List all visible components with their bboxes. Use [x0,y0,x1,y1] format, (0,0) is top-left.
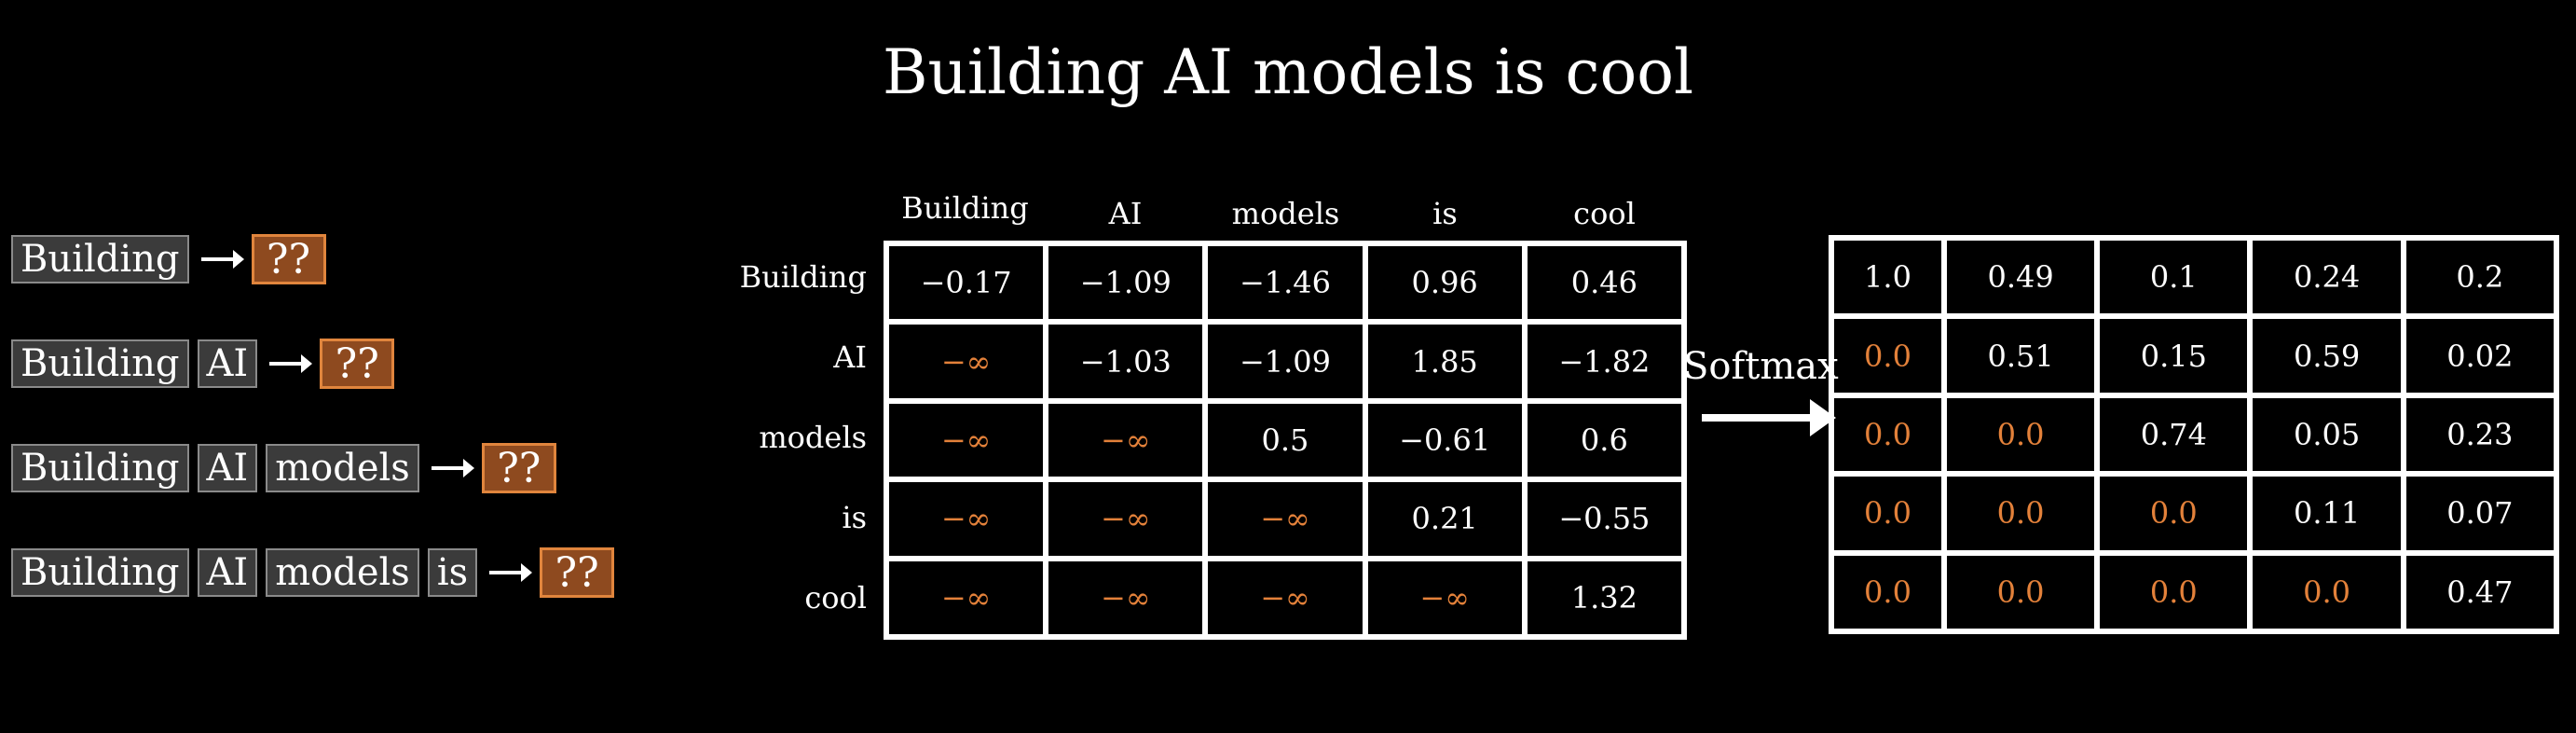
prob-cell: 0.2 [2400,234,2560,320]
prob-cell: 0.0 [1940,471,2101,556]
prob-cell: 0.49 [1940,234,2101,320]
score-cell: −∞ [1362,555,1528,641]
score-cell: 1.85 [1362,319,1528,404]
arrow-icon [1702,399,1836,436]
token: models [266,444,419,492]
score-cell: −1.82 [1521,319,1688,404]
score-cell: −∞ [1043,555,1209,641]
diagram-title: Building AI models is cool [882,36,1694,108]
arrow-icon [269,354,313,373]
score-cell: −0.61 [1362,397,1528,483]
score-cell: 0.96 [1362,240,1528,325]
score-cell: 0.21 [1362,477,1528,561]
token: Building [11,339,189,388]
column-label: cool [1573,196,1636,231]
prob-cell: 0.0 [1940,392,2101,477]
prob-cell: 0.0 [2094,471,2254,556]
target-token: ?? [320,339,395,389]
prob-cell: 0.11 [2247,471,2406,556]
score-cell: −∞ [883,555,1049,641]
column-label: AI [1108,196,1143,231]
row-label: Building [739,259,867,295]
token: AI [197,548,258,597]
softmax-label: Softmax [1683,345,1839,388]
prob-cell: 0.15 [2094,313,2254,398]
score-cell: 0.46 [1521,240,1688,325]
score-cell: −∞ [1202,555,1368,641]
row-label: is [842,500,867,535]
score-cell: −∞ [1043,397,1209,483]
token: AI [197,339,258,388]
score-cell: −1.46 [1202,240,1368,325]
row-label: models [759,420,867,455]
prob-cell: 0.0 [1829,392,1947,477]
score-cell: 0.5 [1202,397,1368,483]
sequence-2: Building AI ?? [11,336,395,392]
prob-cell: 0.0 [1940,549,2101,635]
prob-cell: 0.47 [2400,549,2560,635]
token: is [427,548,478,597]
prob-cell: 0.02 [2400,313,2560,398]
score-cell: −∞ [1043,477,1209,561]
prob-cell: 0.0 [2094,549,2254,635]
prob-cell: 0.0 [1829,549,1947,635]
prob-cell: 0.74 [2094,392,2254,477]
prob-cell: 0.1 [2094,234,2254,320]
row-label: cool [804,580,867,615]
sequence-3: Building AI models ?? [11,440,556,496]
score-cell: −∞ [883,397,1049,483]
column-label: models [1231,196,1340,231]
score-cell: −∞ [883,319,1049,404]
column-label: is [1432,196,1458,231]
prob-cell: 0.05 [2247,392,2406,477]
token: Building [11,235,189,284]
score-cell: 0.6 [1521,397,1688,483]
score-cell: −∞ [883,477,1049,561]
score-cell: −∞ [1202,477,1368,561]
prob-cell: 0.0 [1829,471,1947,556]
prob-cell: 0.07 [2400,471,2560,556]
prob-cell: 0.24 [2247,234,2406,320]
prob-cell: 0.59 [2247,313,2406,398]
arrow-icon [489,563,533,582]
prob-cell: 0.0 [2247,549,2406,635]
prob-cell: 0.51 [1940,313,2101,398]
sequence-4: Building AI models is ?? [11,545,615,601]
score-cell: 1.32 [1521,555,1688,641]
arrow-icon [431,459,474,477]
score-matrix: −0.17 −1.09 −1.46 0.96 0.46 −∞ −1.03 −1.… [883,240,1688,641]
arrow-icon [200,250,244,269]
row-label: AI [833,339,867,375]
prob-cell: 0.0 [1829,313,1947,398]
column-label: Building [901,190,1029,226]
token: models [266,548,419,597]
target-token: ?? [481,443,556,493]
prob-cell: 0.23 [2400,392,2560,477]
score-cell: −1.03 [1043,319,1209,404]
target-token: ?? [251,234,326,284]
score-cell: −1.09 [1202,319,1368,404]
token: AI [197,444,258,492]
score-cell: −0.55 [1521,477,1688,561]
token: Building [11,548,189,597]
prob-cell: 1.0 [1829,234,1947,320]
token: Building [11,444,189,492]
sequence-1: Building ?? [11,231,326,287]
target-token: ?? [540,547,615,598]
probability-matrix: 1.0 0.49 0.1 0.24 0.2 0.0 0.51 0.15 0.59… [1829,234,2560,635]
score-cell: −0.17 [883,240,1049,325]
score-cell: −1.09 [1043,240,1209,325]
